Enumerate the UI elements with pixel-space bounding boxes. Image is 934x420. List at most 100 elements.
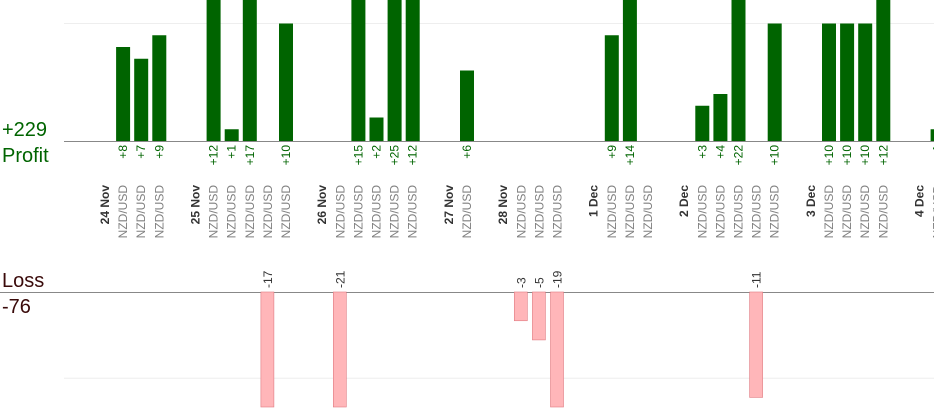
profit-value-label: +15 bbox=[351, 145, 365, 166]
loss-value-label: -19 bbox=[551, 270, 565, 288]
loss-bar bbox=[332, 291, 347, 408]
profit-value-label: +12 bbox=[207, 145, 221, 166]
date-label: 1 Dec bbox=[587, 185, 601, 217]
profit-value-label: +4 bbox=[713, 145, 727, 159]
pair-label: NZD/USD bbox=[532, 185, 546, 239]
pair-label: NZD/USD bbox=[514, 185, 528, 239]
pair-label: NZD/USD bbox=[388, 185, 402, 239]
profit-bar bbox=[460, 70, 474, 141]
pair-label: NZD/USD bbox=[370, 185, 384, 239]
profit-label: Profit bbox=[2, 145, 49, 167]
profit-value-label: +6 bbox=[460, 145, 474, 159]
profit-bar bbox=[767, 23, 782, 141]
loss-value-label: -11 bbox=[750, 271, 764, 288]
profit-bar bbox=[242, 0, 257, 141]
pair-label: NZD/USD bbox=[732, 185, 746, 239]
date-label: 2 Dec bbox=[677, 185, 691, 217]
profit-value-label: +12 bbox=[876, 145, 890, 166]
profit-bar bbox=[206, 0, 221, 141]
pair-label: NZD/USD bbox=[858, 185, 872, 239]
profit-value-label: +1 bbox=[225, 145, 239, 159]
pair-label: NZD/USD bbox=[551, 185, 565, 239]
profit-value-label: +10 bbox=[858, 145, 872, 166]
profit-bar bbox=[134, 58, 149, 141]
loss-bar bbox=[513, 291, 528, 322]
profit-bar bbox=[876, 0, 891, 141]
profit-bar bbox=[152, 35, 167, 141]
pair-label: NZD/USD bbox=[750, 185, 764, 239]
profit-value-label: +3 bbox=[695, 145, 709, 159]
profit-value-label: +22 bbox=[732, 145, 746, 166]
profit-value-label: +12 bbox=[406, 145, 420, 166]
pair-label: NZD/USD bbox=[116, 185, 130, 239]
pair-label: NZD/USD bbox=[460, 185, 474, 239]
pair-label: NZD/USD bbox=[207, 185, 221, 239]
loss-value-label: -3 bbox=[514, 277, 528, 288]
profit-value-label: +10 bbox=[279, 145, 293, 166]
profit-bar bbox=[369, 117, 384, 141]
date-label: 27 Nov bbox=[442, 185, 456, 225]
profit-value-label: +1 bbox=[931, 145, 934, 159]
profit-bar bbox=[224, 129, 239, 141]
loss-value-label: -5 bbox=[532, 277, 546, 288]
loss-bar bbox=[749, 291, 763, 398]
profit-bar bbox=[279, 23, 293, 141]
profit-bar bbox=[604, 35, 619, 141]
grid-layer bbox=[0, 23, 934, 379]
profit-value-label: +9 bbox=[605, 145, 619, 159]
pair-label: NZD/USD bbox=[225, 185, 239, 239]
profit-bar bbox=[822, 23, 836, 141]
labels-layer: 24 Nov NZD/USD +8 NZD/USD +7 NZD/USD +9 25 Nov N… bbox=[98, 145, 934, 288]
profit-bar bbox=[695, 105, 710, 141]
date-label: 24 Nov bbox=[98, 185, 112, 225]
bars-layer bbox=[116, 0, 934, 408]
date-label: 4 Dec bbox=[913, 185, 927, 217]
date-label: 25 Nov bbox=[189, 185, 203, 225]
pair-label: NZD/USD bbox=[840, 185, 854, 239]
profit-value-label: +9 bbox=[152, 145, 166, 159]
profit-value-label: +17 bbox=[243, 145, 257, 166]
pair-label: NZD/USD bbox=[152, 185, 166, 239]
profit-value-label: +14 bbox=[623, 145, 637, 166]
profit-bar bbox=[622, 0, 637, 141]
profit-bar bbox=[930, 129, 934, 141]
pair-label: NZD/USD bbox=[623, 185, 637, 239]
date-label: 3 Dec bbox=[804, 185, 818, 217]
profit-total: +229 bbox=[2, 119, 48, 141]
profit-value-label: +10 bbox=[768, 145, 782, 166]
profit-bar bbox=[116, 47, 131, 141]
profit-bar bbox=[713, 94, 728, 141]
profit-value-label: +10 bbox=[840, 145, 854, 166]
profit-bar bbox=[387, 0, 402, 141]
profit-value-label: +7 bbox=[134, 145, 148, 159]
pair-label: NZD/USD bbox=[243, 185, 257, 239]
pair-label: NZD/USD bbox=[605, 185, 619, 239]
pair-label: NZD/USD bbox=[768, 185, 782, 239]
pair-label: NZD/USD bbox=[333, 185, 347, 239]
loss-bar bbox=[532, 291, 546, 341]
profit-bar bbox=[858, 23, 873, 141]
pair-label: NZD/USD bbox=[931, 185, 934, 239]
profit-bar bbox=[405, 0, 420, 141]
profit-value-label: +8 bbox=[116, 145, 130, 159]
loss-value-label: -21 bbox=[333, 270, 347, 288]
pair-label: NZD/USD bbox=[641, 185, 655, 239]
profit-value-label: +2 bbox=[370, 145, 384, 159]
loss-value-label: -17 bbox=[261, 270, 275, 288]
pair-label: NZD/USD bbox=[351, 185, 365, 239]
pair-label: NZD/USD bbox=[134, 185, 148, 239]
profit-bar bbox=[731, 0, 746, 141]
pair-label: NZD/USD bbox=[713, 185, 727, 239]
pair-label: NZD/USD bbox=[279, 185, 293, 239]
pair-label: NZD/USD bbox=[406, 185, 420, 239]
date-label: 28 Nov bbox=[496, 185, 510, 225]
profit-bar bbox=[840, 23, 855, 141]
profit-value-label: +25 bbox=[388, 145, 402, 166]
pair-label: NZD/USD bbox=[876, 185, 890, 239]
date-label: 26 Nov bbox=[315, 185, 329, 225]
loss-total: -76 bbox=[2, 296, 31, 318]
pair-label: NZD/USD bbox=[695, 185, 709, 239]
loss-bar bbox=[260, 291, 275, 408]
profit-bar bbox=[351, 0, 366, 141]
